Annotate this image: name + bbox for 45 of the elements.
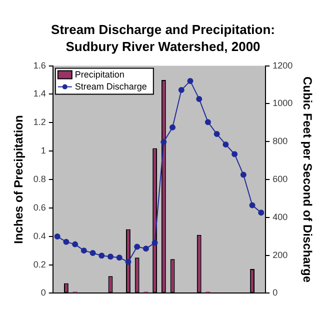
point [63, 238, 70, 245]
point [178, 87, 184, 94]
point [204, 119, 211, 126]
point [54, 234, 60, 240]
y-tick-label: 1 [40, 146, 46, 156]
y-tick-label: 1.2 [33, 117, 46, 128]
y-tick-label: 0.6 [33, 202, 46, 212]
y-tick-label: 0 [40, 288, 46, 298]
point [125, 258, 132, 265]
legend-label: Stream Discharge [74, 81, 147, 92]
point [170, 124, 176, 130]
legend-label: Precipitation [74, 69, 124, 80]
point [240, 172, 246, 178]
point [249, 202, 256, 208]
point [72, 241, 78, 248]
y-tick-label: 0.2 [33, 259, 46, 270]
point [232, 151, 238, 158]
point [152, 240, 158, 246]
point [80, 248, 87, 254]
point [142, 246, 149, 252]
point [98, 252, 105, 259]
y-tick-label: 1.4 [33, 88, 46, 99]
point [196, 96, 202, 102]
y2-tick-label: 0 [272, 288, 278, 298]
y-tick-label: 0.8 [33, 174, 46, 184]
y2-tick-label: 800 [272, 136, 288, 146]
point [258, 210, 264, 216]
y2-tick-label: 400 [272, 212, 288, 222]
point [160, 138, 167, 145]
point [108, 254, 114, 260]
point [90, 250, 96, 256]
y2-axis-title: Cubic Feet per Second of Discharge [300, 76, 314, 283]
y2-tick-label: 200 [272, 250, 288, 260]
y2-tick-label: 1200 [272, 60, 293, 70]
y-tick-label: 0.4 [33, 230, 46, 241]
y-axis-title: Inches of Precipitation [12, 115, 26, 244]
point [116, 254, 122, 261]
point [134, 244, 140, 250]
point [214, 131, 220, 138]
y-tick-label: 1.6 [33, 60, 46, 70]
point [187, 78, 194, 84]
point [222, 141, 229, 148]
y2-tick-label: 600 [272, 174, 288, 184]
chart-title: Stream Discharge and Precipitation: Sudbury River Watershed, 2000 [51, 22, 275, 54]
y2-tick-label: 1000 [272, 98, 293, 108]
